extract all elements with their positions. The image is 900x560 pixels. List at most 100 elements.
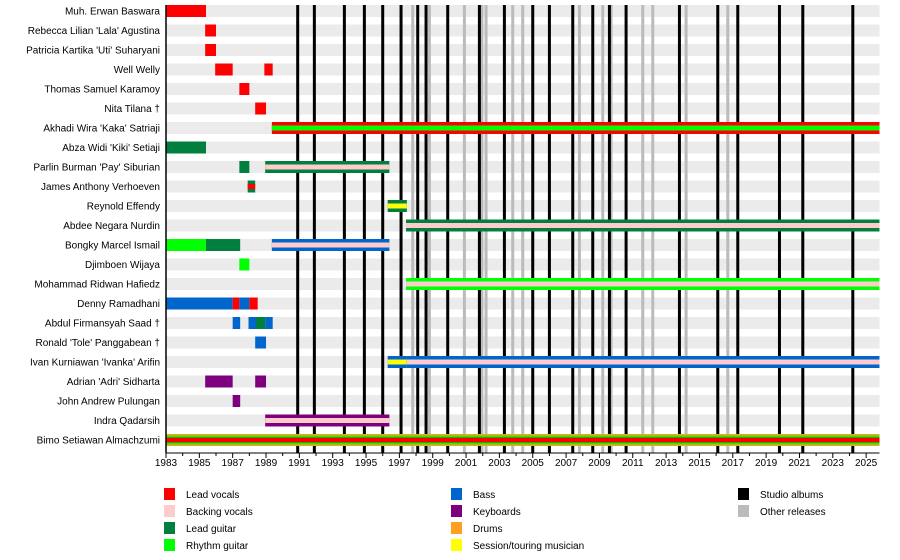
member-bar-lead-vocals <box>166 437 880 443</box>
x-tick-label: 1985 <box>188 458 211 469</box>
member-bar-lead-vocals <box>232 297 240 310</box>
x-tick-label: 1997 <box>388 458 411 469</box>
legend-label: Drums <box>473 524 502 535</box>
legend-swatch-session <box>451 539 462 551</box>
member-bar-lead-vocals <box>249 297 258 310</box>
member-name: John Andrew Pulungan <box>57 397 160 408</box>
x-tick-label: 2007 <box>555 458 578 469</box>
legend-swatch-release <box>738 505 749 517</box>
legend-label: Other releases <box>760 507 826 518</box>
member-bar-bass <box>248 317 257 329</box>
member-bar-rhythm-guitar <box>271 125 880 131</box>
legend-swatch-backing-vocals <box>164 505 175 517</box>
member-bar-lead-vocals <box>205 44 217 56</box>
x-axis: 1983 1985 1987 1989 1991 1993 1995 1997 1999 2001… <box>155 5 880 469</box>
member-bar-bass <box>232 317 241 329</box>
member-bar-keyboards <box>232 395 241 407</box>
legend-label: Rhythm guitar <box>186 541 249 552</box>
member-bars <box>166 5 880 446</box>
member-name: Muh. Erwan Baswara <box>65 7 160 18</box>
studio-album-line <box>399 5 403 453</box>
x-tick-label: 2005 <box>522 458 545 469</box>
x-tick-label: 1995 <box>355 458 378 469</box>
member-bar-backing-vocals <box>406 223 880 228</box>
member-bar-bass <box>255 336 267 349</box>
member-bar-backing-vocals <box>406 281 880 287</box>
member-bar-backing-vocals <box>265 164 390 170</box>
legend-label: Bass <box>473 490 495 501</box>
member-name: Ivan Kurniawan 'Ivanka' Arifin <box>30 358 160 369</box>
member-name: Well Welly <box>114 65 160 76</box>
member-bar-lead-vocals <box>239 83 250 95</box>
member-name: Abza Widi 'Kiki' Setiaji <box>62 143 160 154</box>
legend-label: Keyboards <box>473 507 521 518</box>
member-bar-bass <box>265 317 273 329</box>
member-bar-lead-guitar <box>166 141 207 154</box>
member-bar-rhythm-guitar <box>239 258 250 271</box>
member-labels: Muh. Erwan Baswara Rebecca Lilian 'Lala' … <box>26 7 160 447</box>
member-bar-keyboards <box>255 375 267 388</box>
member-bar-lead-vocals <box>255 102 267 115</box>
member-name: Abdul Firmansyah Saad † <box>45 319 160 330</box>
studio-album-line <box>296 5 300 453</box>
member-bar-session <box>387 359 407 365</box>
member-name: Bimo Setiawan Almachzumi <box>37 436 160 447</box>
legend: Lead vocals Backing vocals Lead guitar Rhyt… <box>164 488 826 552</box>
member-name: Djimboen Wijaya <box>85 260 160 271</box>
member-bar-lead-guitar <box>256 317 266 329</box>
x-tick-label: 2011 <box>622 458 644 469</box>
x-tick-label: 2017 <box>722 458 745 469</box>
x-tick-label: 2025 <box>855 458 878 469</box>
legend-swatch-rhythm-guitar <box>164 539 175 551</box>
member-name: Denny Ramadhani <box>77 299 160 310</box>
legend-label: Session/touring musician <box>473 541 584 552</box>
member-bar-keyboards <box>205 375 233 388</box>
x-tick-label: 2009 <box>588 458 611 469</box>
legend-label: Lead guitar <box>186 524 237 535</box>
legend-swatch-bass <box>451 488 462 500</box>
studio-album-line <box>312 5 316 453</box>
member-name: Parlin Burman 'Pay' Siburian <box>33 163 160 174</box>
member-bar-backing-vocals <box>265 418 390 423</box>
member-bar-lead-guitar <box>206 239 241 251</box>
x-tick-label: 2021 <box>788 458 811 469</box>
legend-swatch-lead-vocals <box>164 488 175 500</box>
x-tick-label: 1999 <box>422 458 445 469</box>
member-name: Indra Qadarsih <box>94 416 160 427</box>
member-bar-lead-vocals <box>205 24 217 37</box>
member-name: Adrian 'Adri' Sidharta <box>67 377 161 388</box>
legend-label: Backing vocals <box>186 507 253 518</box>
x-tick-label: 1993 <box>322 458 345 469</box>
legend-swatch-release <box>738 488 749 500</box>
legend-swatch-lead-guitar <box>164 522 175 534</box>
x-tick-label: 2023 <box>822 458 845 469</box>
studio-album-line <box>381 5 385 453</box>
member-bar-backing-vocals <box>406 359 880 365</box>
member-bar-lead-guitar <box>239 161 250 173</box>
member-bar-backing-vocals <box>271 242 390 248</box>
member-bar-lead-vocals <box>264 63 273 76</box>
x-tick-label: 1991 <box>288 458 311 469</box>
x-tick-label: 2019 <box>755 458 778 469</box>
member-name: Thomas Samuel Karamoy <box>44 85 160 96</box>
x-tick-label: 1983 <box>155 458 178 469</box>
member-name: Bongky Marcel Ismail <box>65 241 160 252</box>
legend-label: Lead vocals <box>186 490 239 501</box>
studio-album-line <box>342 5 346 453</box>
member-bar-bass <box>166 297 233 310</box>
x-tick-label: 2003 <box>488 458 511 469</box>
legend-swatch-drums <box>451 522 462 534</box>
member-bar-bass <box>239 297 250 310</box>
member-name: Abdee Negara Nurdin <box>63 221 160 232</box>
studio-album-line <box>362 5 366 453</box>
x-tick-label: 2001 <box>455 458 478 469</box>
member-name: Nita Tilana † <box>104 104 160 115</box>
member-name: James Anthony Verhoeven <box>41 182 160 193</box>
legend-label: Studio albums <box>760 490 823 501</box>
member-name: Mohammad Ridwan Hafiedz <box>34 280 160 291</box>
x-tick-label: 2013 <box>655 458 678 469</box>
x-tick-label: 1987 <box>222 458 245 469</box>
member-bar-session <box>387 203 407 209</box>
member-name: Patricia Kartika 'Uti' Suharyani <box>26 46 160 57</box>
